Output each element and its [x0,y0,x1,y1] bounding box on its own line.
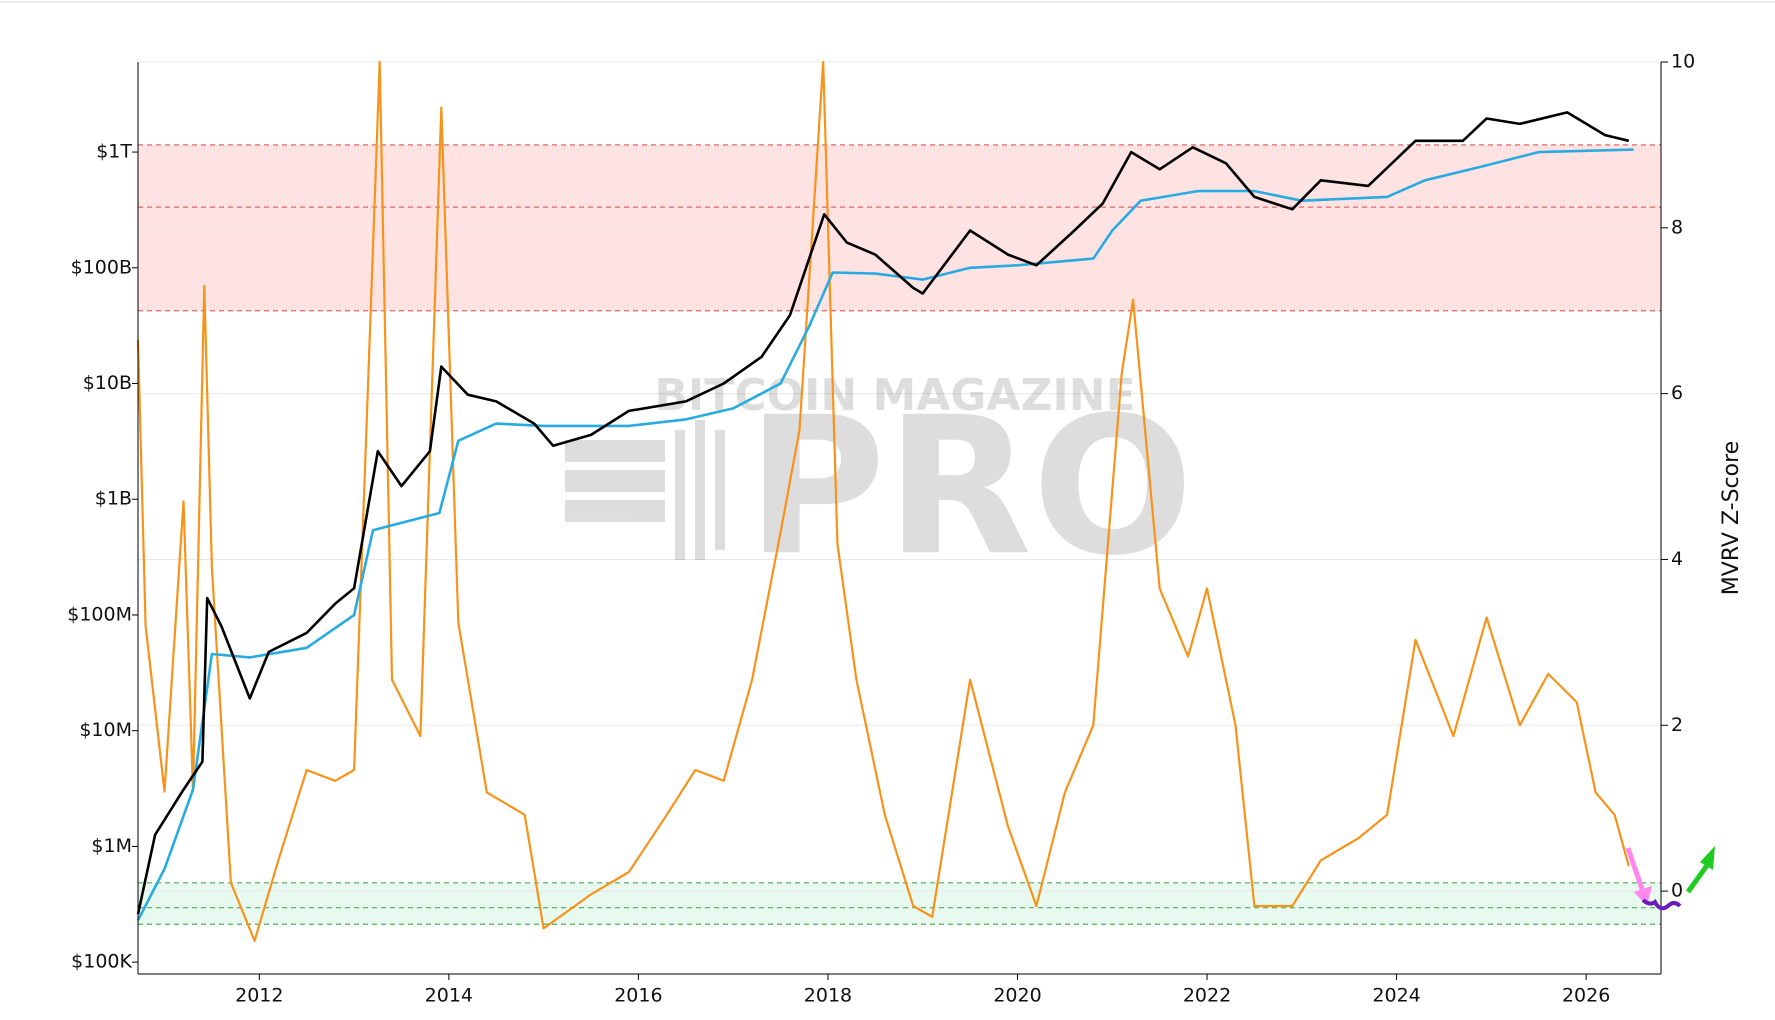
y2-tick-label: 0 [1671,880,1683,902]
watermark-top: BITCOIN MAGAZINE [654,370,1135,421]
x-tick-label: 2026 [1562,985,1610,1007]
recent-marker [1641,898,1682,911]
y2-tick-label: 8 [1671,216,1683,238]
series-line [136,148,1634,921]
x-tick-label: 2016 [614,985,662,1007]
y-tick-label: $10M [79,719,132,741]
y-tick-label: $100B [71,256,132,278]
watermark-main: PRO [746,376,1193,597]
x-tick-label: 2012 [235,985,283,1007]
up-arrow [1685,862,1711,894]
y-tick-label: $1M [91,835,132,857]
series-line [136,111,1630,915]
y2-tick-label: 10 [1671,51,1695,73]
series-line [136,60,1630,942]
green-zone [138,882,1661,925]
x-tick-label: 2020 [993,985,1041,1007]
x-tick-label: 2018 [804,985,852,1007]
watermark-logo [565,420,725,560]
y-tick-label: $100M [67,603,132,625]
y-tick-label: $100K [71,951,132,973]
y2-tick-label: 2 [1671,714,1683,736]
y2-tick-label: 4 [1671,548,1683,570]
y2-tick-label: 6 [1671,382,1683,404]
x-tick-label: 2022 [1183,985,1231,1007]
y-tick-label: $1B [95,488,132,510]
x-tick-label: 2024 [1372,985,1420,1007]
watermark: BITCOIN MAGAZINE PRO [565,370,1194,597]
y-tick-label: $1T [96,141,132,163]
x-tick-label: 2014 [425,985,473,1007]
y2-axis-title: MVRV Z-Score [1719,441,1744,595]
y-tick-label: $10B [83,372,132,394]
up-arrow-head [1700,846,1715,870]
